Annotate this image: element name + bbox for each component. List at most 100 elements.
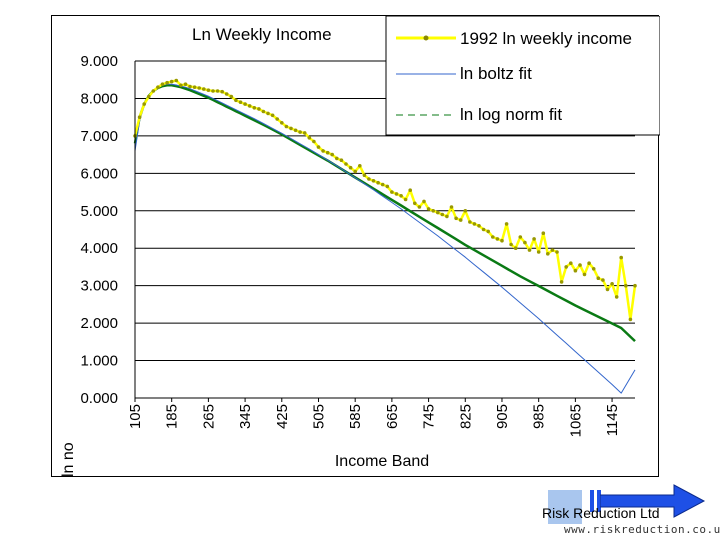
data-point-income [513, 246, 518, 250]
y-tick-label: 6.000 [80, 165, 118, 182]
data-point-income [206, 88, 211, 92]
data-point-income [192, 85, 197, 89]
data-point-income [316, 145, 321, 149]
data-point-income [614, 295, 619, 299]
data-point-income [257, 107, 261, 111]
data-point-income [220, 89, 224, 94]
data-point-income [293, 128, 298, 133]
data-point-income [234, 98, 238, 103]
data-point-income [390, 190, 394, 194]
brand-bars-icon [590, 490, 601, 512]
data-point-income [307, 136, 312, 140]
y-tick-label: 0.000 [80, 390, 118, 407]
data-point-income [243, 102, 247, 106]
data-point-income [376, 180, 380, 185]
data-point-income [628, 317, 633, 322]
data-point-income [280, 121, 284, 125]
x-tick-label: 905 [494, 404, 511, 429]
x-tick-label: 745 [421, 404, 438, 429]
data-point-income [284, 124, 289, 129]
data-point-income [348, 165, 353, 170]
data-point-income [582, 272, 587, 277]
data-point-income [463, 209, 468, 213]
series-line-boltz-fit [134, 83, 636, 394]
data-point-income [527, 248, 532, 252]
data-point-income [330, 152, 335, 157]
brand-url[interactable]: www.riskreduction.co.uk [564, 523, 720, 536]
data-point-income [578, 263, 582, 267]
data-point-income [454, 216, 458, 221]
data-point-income [445, 214, 449, 219]
x-tick-label: 1145 [604, 404, 621, 436]
data-point-income [160, 82, 165, 86]
data-point-income [518, 235, 523, 239]
data-point-income [183, 82, 188, 86]
data-point-income [321, 149, 325, 153]
data-point-income [261, 109, 266, 114]
series-lines [133, 78, 637, 394]
data-point-income [362, 173, 367, 177]
data-point-income [413, 201, 417, 206]
data-point-income [275, 117, 279, 121]
data-point-income [495, 237, 500, 241]
data-point-income [601, 278, 605, 282]
data-point-income [353, 169, 358, 174]
data-point-income [509, 242, 513, 247]
data-point-income [440, 212, 445, 217]
x-tick-label: 505 [310, 404, 327, 429]
data-point-income [215, 89, 220, 93]
data-point-income [605, 287, 610, 292]
data-point-income [197, 86, 201, 90]
data-point-income [619, 255, 623, 260]
y-tick-label: 2.000 [80, 315, 118, 332]
data-point-income [165, 80, 169, 85]
x-tick-label: 425 [274, 404, 291, 429]
data-point-income [151, 89, 156, 93]
data-point-income [417, 205, 422, 209]
data-point-income [458, 218, 463, 222]
x-tick-label: 825 [457, 404, 474, 429]
data-point-income [591, 267, 596, 271]
y-tick-label: 4.000 [80, 240, 118, 257]
x-tick-label: 345 [237, 404, 254, 429]
x-tick-label: 1065 [567, 404, 584, 437]
data-point-income [569, 261, 573, 265]
data-point-income [229, 94, 234, 99]
legend-marker-income [423, 35, 429, 41]
y-tick-label: 1.000 [80, 353, 118, 370]
x-axis-ticks: 105 185 265 345 425 505 585 665 745 825 905 985 1065… [127, 398, 621, 437]
data-point-income [610, 282, 614, 286]
gridlines [135, 60, 635, 362]
data-point-income [624, 283, 628, 288]
data-point-income [546, 252, 550, 256]
plot-area [135, 136, 635, 398]
x-tick-label: 105 [127, 404, 144, 429]
x-tick-label: 585 [347, 404, 364, 429]
chart-title: Ln Weekly Income [192, 25, 332, 44]
data-point-income [399, 194, 403, 198]
y-tick-label: 5.000 [80, 203, 118, 220]
y-tick-label: 8.000 [80, 90, 118, 107]
brand-logo-box [548, 490, 582, 524]
brand-footer: Risk Reduction Ltd www.riskreduction.co.… [540, 484, 720, 540]
data-point-income [266, 111, 270, 116]
data-point-income [358, 164, 362, 168]
x-tick-label: 185 [164, 404, 181, 429]
data-point-income [550, 248, 555, 252]
data-point-income [403, 197, 408, 202]
data-point-income [371, 179, 376, 183]
data-point-income [298, 130, 302, 134]
y-tick-label: 7.000 [80, 128, 118, 145]
y-axis-title: ln no [60, 442, 77, 477]
data-point-income [633, 283, 637, 288]
data-point-income [408, 188, 413, 192]
y-tick-label: 9.000 [80, 53, 118, 70]
data-point-income [481, 227, 486, 232]
data-point-income [394, 192, 399, 196]
data-point-income [302, 131, 307, 135]
x-tick-label: 665 [384, 404, 401, 429]
legend: 1992 ln weekly income ln boltz fit ln lo… [385, 16, 660, 136]
legend-label-boltz: ln boltz fit [460, 64, 532, 83]
data-point-income [431, 209, 436, 213]
data-point-income [188, 84, 192, 89]
